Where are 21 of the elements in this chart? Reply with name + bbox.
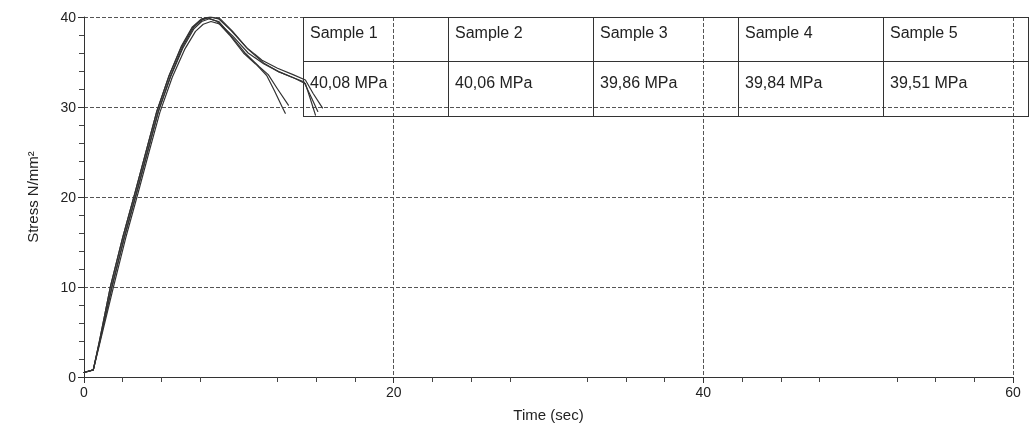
y-tick-label: 20	[60, 189, 77, 205]
x-axis-title: Time (sec)	[513, 406, 584, 423]
y-tick-label: 0	[68, 369, 77, 385]
y-axis-title: Stress N/mm²	[24, 151, 41, 243]
annotation: Sample 2	[448, 17, 594, 62]
y-tick-label: 10	[60, 279, 77, 295]
annotation: Sample 5	[883, 17, 1029, 62]
annotation: 40,06 MPa	[448, 61, 594, 117]
annotation: 40,08 MPa	[303, 61, 449, 117]
x-tick-label: 20	[385, 384, 402, 400]
annotation: Sample 3	[593, 17, 739, 62]
annotation: Sample 4	[738, 17, 884, 62]
annotation: 39,84 MPa	[738, 61, 884, 117]
x-tick-label: 0	[80, 384, 89, 400]
y-tick-label: 30	[60, 99, 77, 115]
annotation: 39,86 MPa	[593, 61, 739, 117]
annotation: 39,51 MPa	[883, 61, 1029, 117]
x-tick-label: 40	[695, 384, 712, 400]
x-tick-label: 60	[1005, 384, 1021, 400]
annotation: Sample 1	[303, 17, 449, 62]
y-tick-label: 40	[60, 9, 77, 25]
